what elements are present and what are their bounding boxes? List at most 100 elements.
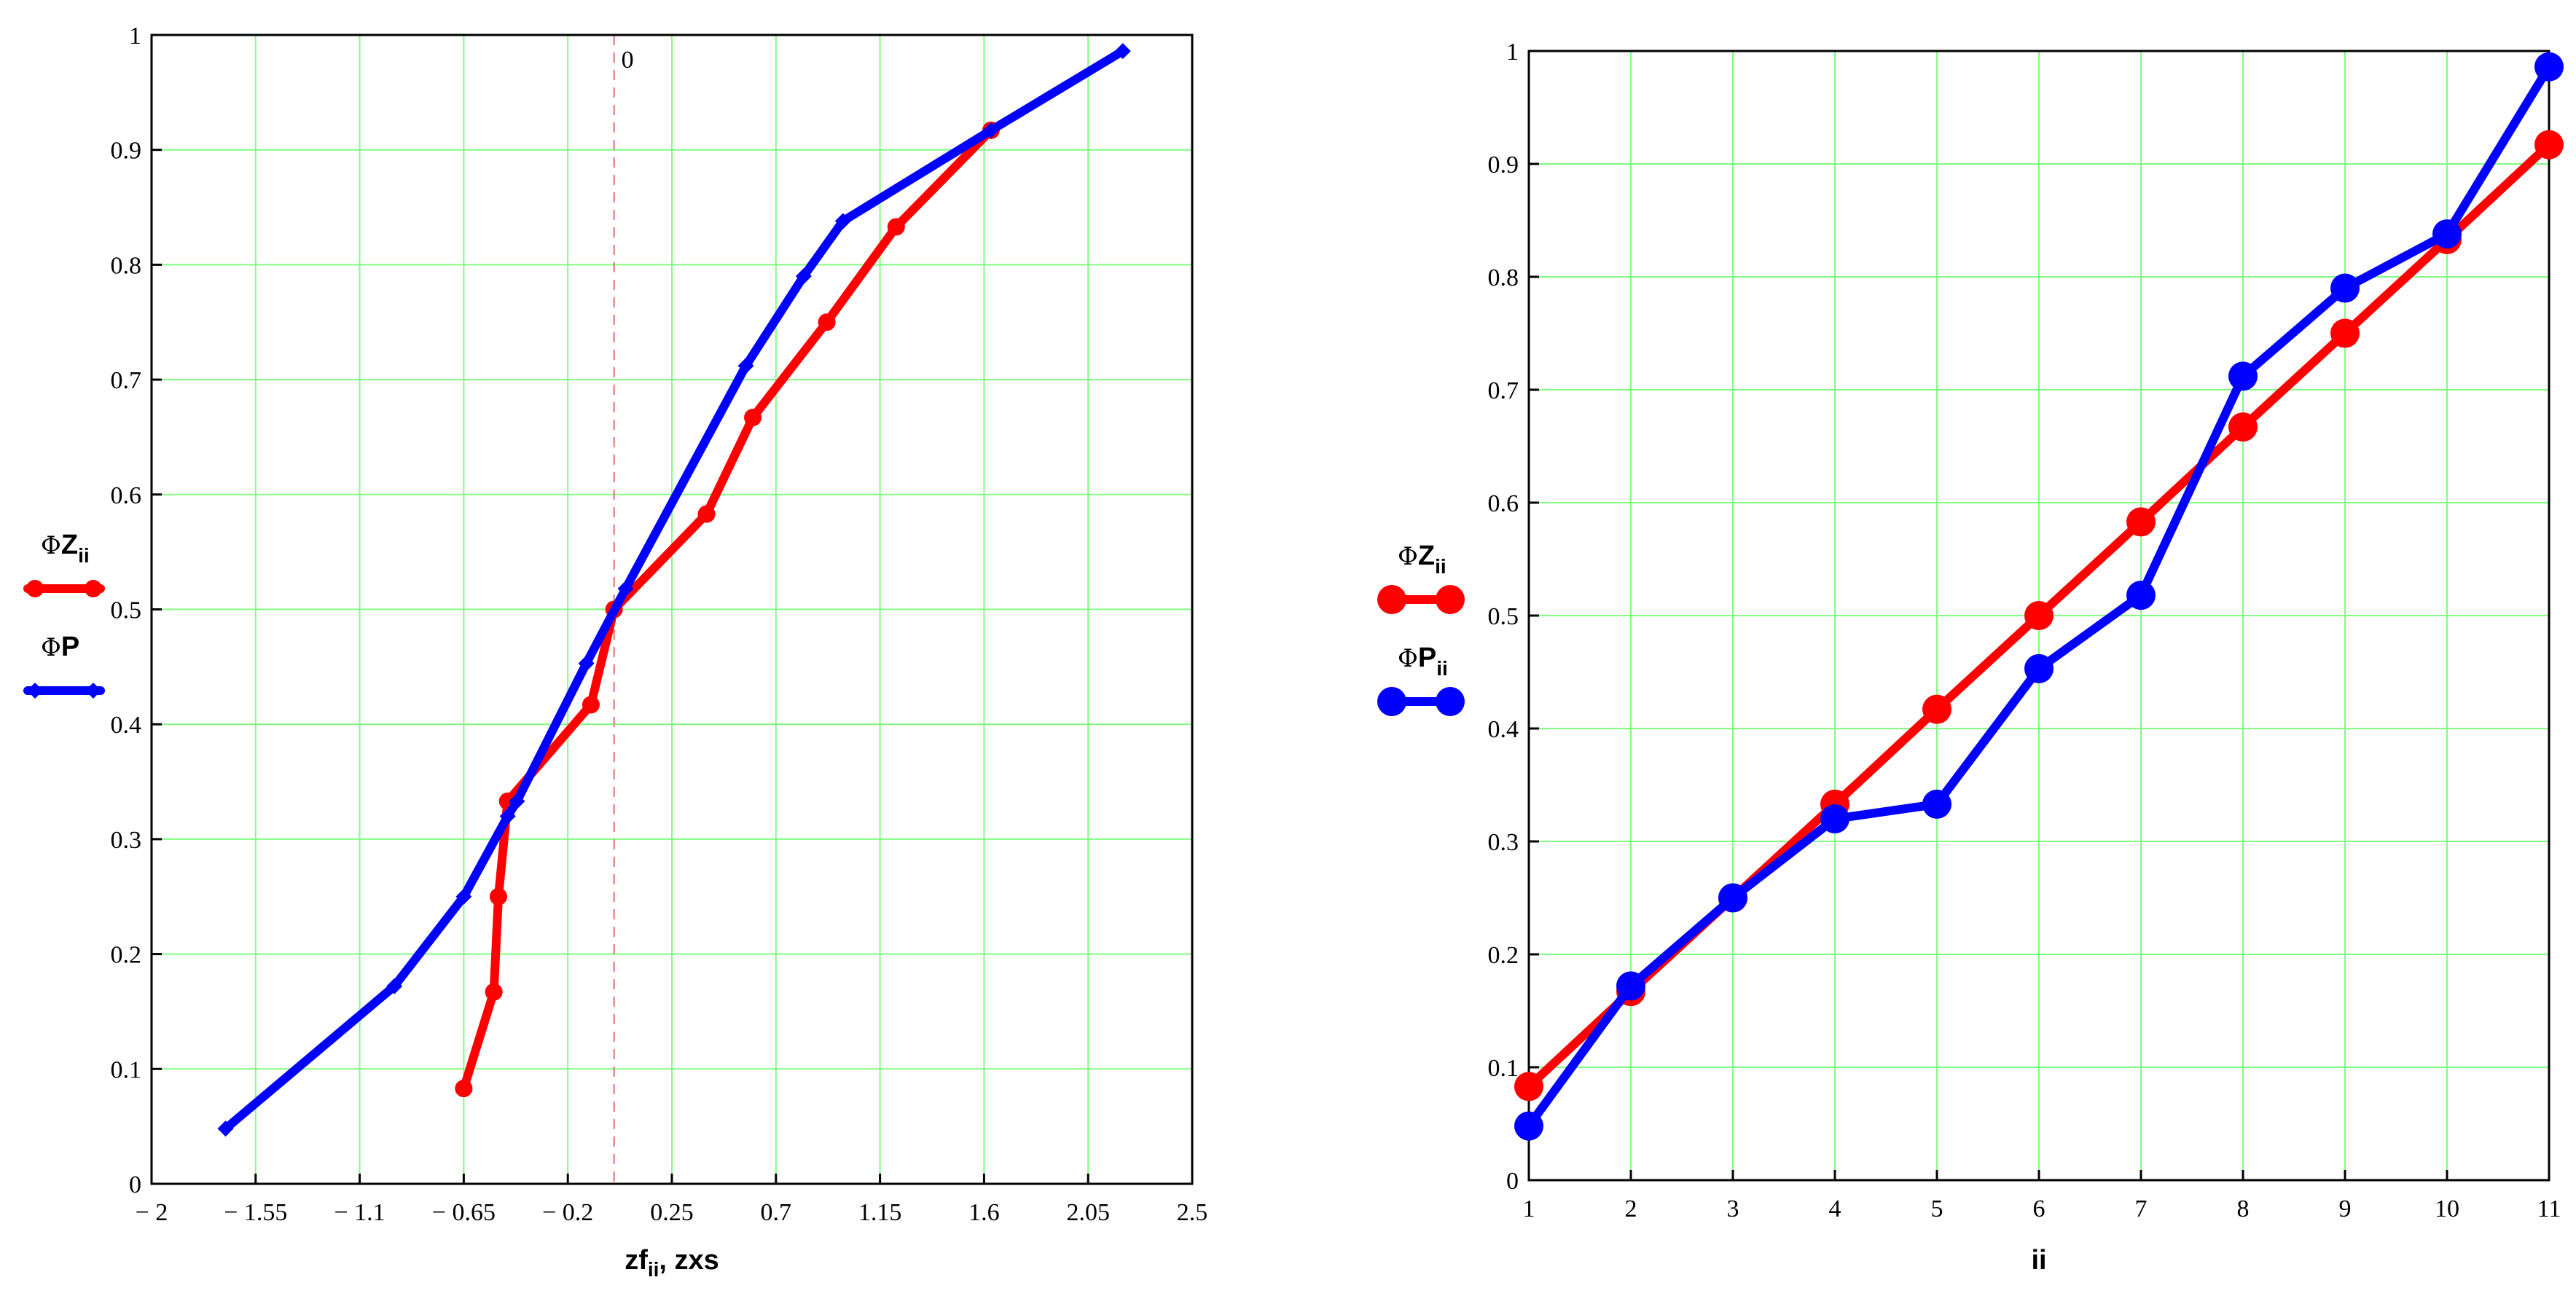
x-tick-label: 1.15 <box>858 1199 902 1226</box>
data-point <box>1922 789 1951 819</box>
x-tick-label: 7 <box>2135 1195 2148 1222</box>
series-line <box>221 47 1127 1134</box>
x-axis-label: zfii, zxs <box>625 1245 719 1281</box>
data-point <box>2126 507 2156 537</box>
legend-label: ΦPii <box>1398 643 1448 680</box>
data-point <box>834 213 851 229</box>
right-chart: 1 2 3 4 5 6 7 8 9 10 11 0 0.1 0.2 0.3 0.4 0.5 0.6 0.7 0.8 0.… <box>1377 39 2564 1276</box>
y-tick-label: 0.6 <box>1488 490 1519 517</box>
data-point <box>455 888 472 905</box>
data-point <box>2024 653 2054 683</box>
y-tick-label: 0.3 <box>111 827 142 854</box>
data-point <box>617 581 634 597</box>
data-point <box>217 1120 234 1137</box>
data-point <box>2330 273 2360 303</box>
legend-marker <box>85 683 101 699</box>
y-tick-label: 0.7 <box>111 367 142 394</box>
x-tick-label: 8 <box>2237 1195 2250 1222</box>
data-point <box>1514 1111 1543 1141</box>
legend-marker <box>1436 687 1465 716</box>
y-tick-label: 0.4 <box>1488 716 1519 743</box>
y-tick-label: 0.7 <box>1488 377 1519 404</box>
legend-label: ΦP <box>41 632 79 662</box>
y-tick-label: 1 <box>1506 39 1519 66</box>
data-point <box>2126 581 2156 610</box>
y-tick-label: 0 <box>129 1171 141 1198</box>
data-point <box>737 358 754 374</box>
left-chart: 0− 2− 1.55− 1.1− 0.65− 0.2 0.25 0.7 1.15 1.6… <box>23 23 1208 1281</box>
data-point <box>744 409 762 427</box>
data-point <box>1922 694 1951 724</box>
legend-marker <box>85 580 102 597</box>
x-axis-label: ii <box>2031 1245 2046 1276</box>
data-point <box>509 793 525 809</box>
zero-marker-label: 0 <box>622 47 634 74</box>
legend-marker <box>1377 687 1406 716</box>
x-tick-label: 2 <box>1625 1195 1637 1222</box>
data-point <box>582 696 600 714</box>
x-tick-label: − 0.65 <box>432 1199 496 1226</box>
data-point <box>2228 361 2258 391</box>
data-point <box>1514 1072 1543 1101</box>
data-point <box>2330 318 2360 348</box>
series-p-0 <box>217 43 1131 1137</box>
y-tick-label: 0.1 <box>111 1056 142 1083</box>
legend-marker <box>1377 585 1406 614</box>
legend-label: ΦZii <box>1398 541 1446 578</box>
data-point <box>1616 971 1645 1001</box>
y-tick-label: 0.1 <box>1488 1055 1519 1082</box>
data-point <box>499 808 516 825</box>
data-point <box>2228 412 2258 442</box>
data-point <box>1820 804 1849 833</box>
legend-marker <box>26 580 44 597</box>
data-point <box>1114 43 1131 60</box>
data-point <box>2024 601 2054 630</box>
x-tick-label: 3 <box>1727 1195 1739 1222</box>
data-point <box>455 1080 473 1098</box>
x-tick-label: − 1.1 <box>334 1199 385 1226</box>
x-tick-label: 1.6 <box>968 1199 1000 1226</box>
x-tick-label: 5 <box>1931 1195 1943 1222</box>
data-point <box>887 218 905 236</box>
data-point <box>795 268 812 285</box>
data-point <box>2534 130 2564 160</box>
y-tick-label: 0 <box>1506 1168 1519 1195</box>
x-tick-label: 11 <box>2537 1195 2561 1222</box>
data-point <box>982 122 999 138</box>
series-p-1 <box>1514 52 2564 1141</box>
y-tick-label: 0.2 <box>1488 942 1519 969</box>
y-tick-label: 0.8 <box>111 252 142 279</box>
x-tick-label: − 2 <box>136 1199 168 1226</box>
x-tick-label: − 0.2 <box>542 1199 593 1226</box>
data-point <box>818 313 836 331</box>
legend-label: ΦZii <box>41 530 90 567</box>
x-tick-label: 9 <box>2339 1195 2352 1222</box>
x-tick-label: 0.25 <box>650 1199 694 1226</box>
x-tick-label: 2.5 <box>1177 1199 1208 1226</box>
x-tick-label: 4 <box>1829 1195 1841 1222</box>
y-tick-label: 0.5 <box>1488 603 1519 630</box>
y-tick-label: 0.3 <box>1488 829 1519 856</box>
legend-marker <box>27 683 43 699</box>
x-tick-label: 0.7 <box>761 1199 792 1226</box>
data-point <box>578 655 595 672</box>
x-tick-label: 2.05 <box>1066 1199 1110 1226</box>
legend-marker <box>1436 585 1465 614</box>
data-point <box>485 983 503 1001</box>
data-point <box>2534 52 2564 82</box>
x-tick-label: 10 <box>2435 1195 2459 1222</box>
data-point <box>2432 219 2462 249</box>
x-tick-label: − 1.55 <box>224 1199 287 1226</box>
y-tick-label: 0.9 <box>111 138 142 165</box>
y-tick-label: 0.9 <box>1488 152 1519 178</box>
data-point <box>490 887 507 906</box>
y-tick-label: 0.2 <box>111 942 142 969</box>
x-tick-label: 1 <box>1523 1195 1535 1222</box>
y-tick-label: 0.8 <box>1488 264 1519 291</box>
data-point <box>386 978 403 994</box>
y-tick-label: 0.6 <box>111 482 142 509</box>
y-tick-label: 0.5 <box>111 597 142 624</box>
data-point <box>1718 883 1747 913</box>
y-tick-label: 0.4 <box>111 712 142 739</box>
